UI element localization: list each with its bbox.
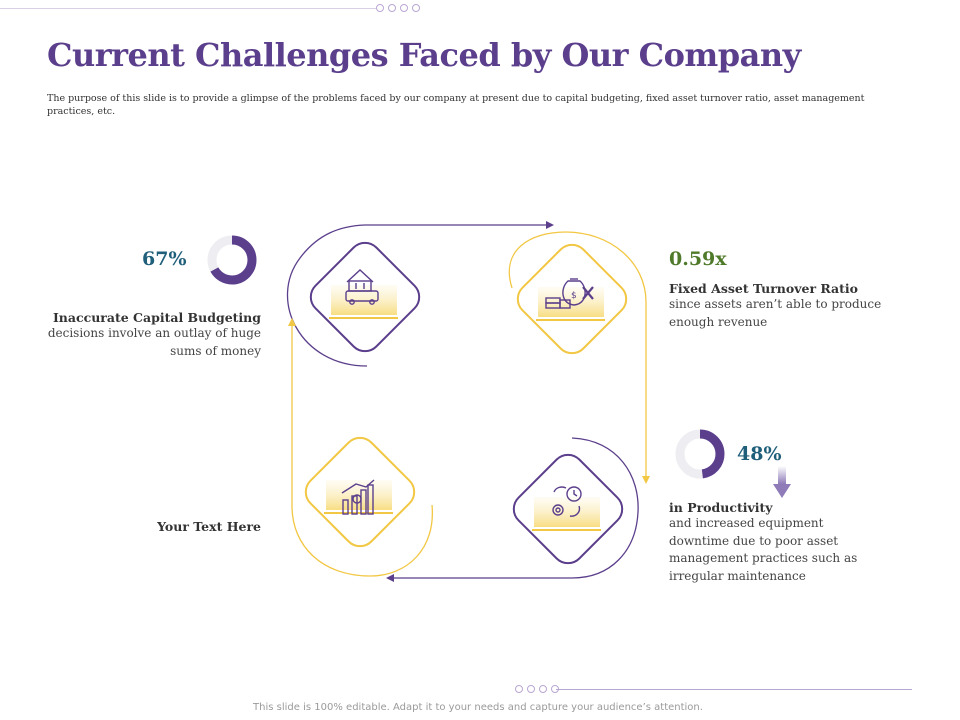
item-capital-budgeting: Inaccurate Capital Budgeting decisions i… <box>20 310 261 360</box>
heading-asset-turnover: Fixed Asset Turnover Ratio <box>669 281 859 296</box>
diamond-productivity <box>512 453 624 565</box>
description-asset-turnover: since assets aren’t able to produce enou… <box>669 297 882 329</box>
top-divider <box>0 8 380 9</box>
item-productivity: in Productivity and increased equipment … <box>669 500 929 585</box>
description-capital-budgeting: decisions involve an outlay of huge sums… <box>47 326 261 358</box>
bottom-divider <box>556 689 912 690</box>
footer-note: This slide is 100% editable. Adapt it to… <box>253 702 703 713</box>
diamond-your-text <box>304 436 416 548</box>
gear-clock-icon <box>552 486 582 517</box>
stat-asset-turnover: 0.59x <box>669 248 727 270</box>
cross-icon <box>582 286 594 300</box>
svg-text:$: $ <box>571 291 577 301</box>
stat-capital-budgeting: 67% <box>142 248 187 270</box>
bottom-dots <box>515 685 559 693</box>
house-car-icon <box>345 269 379 305</box>
decrease-arrow-icon <box>773 466 791 498</box>
cycle-arcs <box>286 221 650 582</box>
diamond-capital-budgeting <box>309 241 421 353</box>
money-bag-cross-icon: $ <box>545 278 586 309</box>
growth-chart-icon <box>341 479 375 515</box>
heading-productivity: in Productivity <box>669 500 773 515</box>
gauge-48 <box>675 429 725 479</box>
item-asset-turnover: Fixed Asset Turnover Ratio since assets … <box>669 281 929 331</box>
page-title: Current Challenges Faced by Our Company <box>47 36 801 74</box>
heading-capital-budgeting: Inaccurate Capital Budgeting <box>52 310 261 325</box>
gauge-67 <box>207 235 257 285</box>
stat-productivity: 48% <box>737 443 782 465</box>
top-dots <box>376 4 420 12</box>
diamond-asset-turnover: $ <box>516 243 628 355</box>
page-subtitle: The purpose of this slide is to provide … <box>47 93 865 117</box>
heading-your-text: Your Text Here <box>157 519 261 534</box>
description-productivity: and increased equipment downtime due to … <box>669 516 858 583</box>
